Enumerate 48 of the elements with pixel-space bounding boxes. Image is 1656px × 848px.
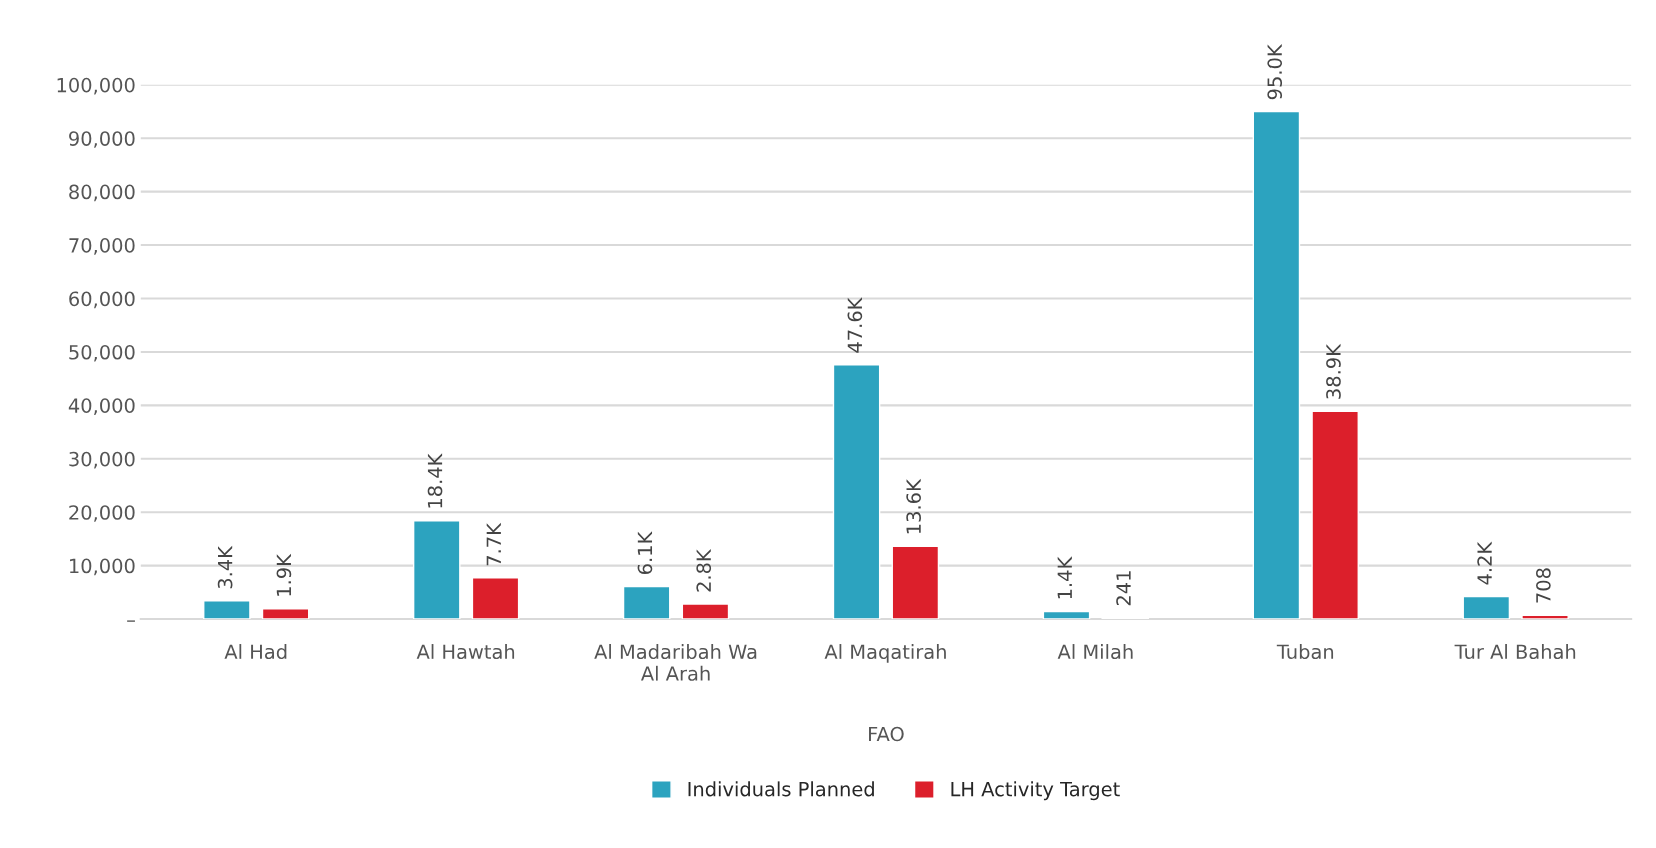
- bar: [832, 364, 881, 620]
- y-tick-label: 30,000: [69, 451, 135, 469]
- y-tick-label: –: [127, 620, 135, 622]
- x-tick-label: Al Maqatirah: [824, 644, 946, 663]
- bar: [622, 585, 671, 620]
- data-label: 241: [1116, 571, 1131, 606]
- x-tick-label: Al Hawtah: [416, 644, 515, 660]
- data-label: 1.4K: [1057, 556, 1072, 599]
- bar: [203, 600, 251, 620]
- bar: [1311, 410, 1359, 620]
- y-tick-label: 10,000: [70, 558, 135, 576]
- data-label: 6.1K: [637, 531, 653, 574]
- bar: [471, 577, 520, 620]
- data-label: 708: [1536, 568, 1551, 603]
- y-tick-label: 60,000: [69, 291, 135, 309]
- x-tick-label: Tuban: [1276, 644, 1334, 660]
- bar: [1252, 110, 1301, 620]
- data-label: 38.9K: [1326, 343, 1341, 399]
- y-tick-label: 90,000: [69, 131, 135, 148]
- data-label: 95.0K: [1267, 43, 1283, 100]
- data-label: 1.9K: [276, 553, 292, 596]
- y-tick-label: 40,000: [68, 398, 135, 415]
- y-tick-label: 20,000: [69, 505, 135, 522]
- x-axis-title: FAO: [869, 726, 904, 742]
- bar: [891, 545, 940, 620]
- y-tick-label: 80,000: [69, 184, 135, 202]
- bar: [681, 603, 730, 620]
- x-tick-label: Tur Al Bahah: [1454, 644, 1576, 660]
- data-label: 13.6K: [906, 478, 921, 534]
- legend-label: LH Activity Target: [951, 781, 1120, 801]
- bar: [412, 520, 461, 620]
- x-tick-label: Al Milah: [1057, 644, 1133, 660]
- bar: [1042, 610, 1091, 620]
- y-tick-label: 50,000: [69, 344, 135, 362]
- data-label: 18.4K: [427, 453, 443, 508]
- x-tick-label: Al Had: [224, 644, 287, 660]
- bar: [1521, 614, 1569, 620]
- x-tick-label: Al Madaribah Wa Al Arah: [594, 644, 757, 681]
- data-label: 2.8K: [696, 548, 712, 592]
- legend-label: Individuals Planned: [688, 781, 874, 797]
- data-label: 7.7K: [486, 522, 501, 566]
- data-label: 3.4K: [217, 545, 233, 589]
- bar: [261, 608, 310, 620]
- data-label: 47.6K: [847, 297, 863, 353]
- data-label: 4.2K: [1477, 541, 1492, 585]
- y-tick-label: 70,000: [69, 238, 135, 255]
- bar: [1462, 595, 1511, 620]
- y-tick-label: 100,000: [57, 77, 135, 95]
